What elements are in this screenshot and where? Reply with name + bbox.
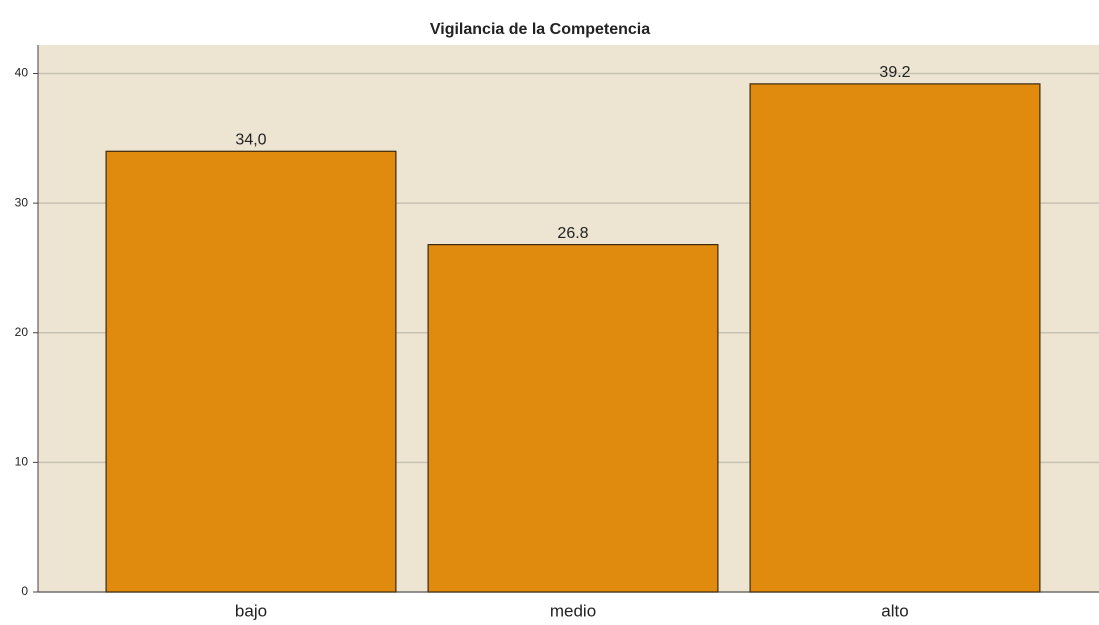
data-label: 34,0 — [235, 132, 266, 149]
data-label: 26.8 — [557, 225, 588, 242]
y-tick-label: 40 — [15, 66, 29, 80]
y-tick-label: 30 — [15, 195, 29, 209]
x-tick-label: medio — [550, 601, 596, 620]
bar — [105, 150, 397, 593]
x-tick-label: bajo — [235, 601, 267, 620]
y-tick-label: 10 — [15, 455, 29, 469]
data-label: 39.2 — [879, 64, 910, 81]
x-tick-label: alto — [881, 601, 908, 620]
bar — [749, 83, 1041, 593]
y-tick-label: 20 — [15, 325, 29, 339]
bar — [427, 244, 719, 593]
chart-title: Vigilancia de la Competencia — [430, 21, 650, 38]
y-tick-label: 0 — [21, 584, 28, 598]
